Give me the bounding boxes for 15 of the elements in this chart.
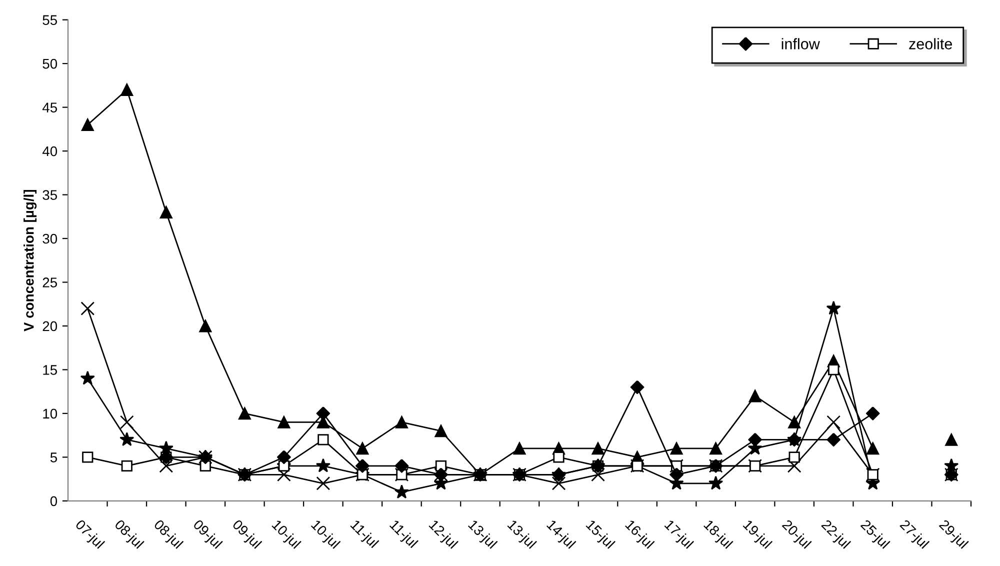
y-tick-label: 15 [43, 365, 58, 375]
legend-label: zeolite [909, 38, 952, 50]
y-tick-label: 25 [42, 278, 58, 288]
y-tick-label: 20 [42, 321, 58, 332]
legend-label: inflow [782, 38, 820, 50]
y-tick-label: 30 [42, 234, 58, 244]
y-tick-label: 10 [43, 408, 58, 419]
y-tick-label: 55 [42, 15, 58, 25]
y-tick-label: 50 [42, 58, 58, 69]
y-tick-label: 5 [50, 452, 57, 462]
y-axis-title: V concentration [µg/l] [24, 190, 37, 332]
y-tick-label: 40 [42, 146, 58, 156]
y-tick-label: 45 [42, 102, 58, 112]
y-tick-label: 35 [42, 190, 58, 200]
y-tick-label: 0 [50, 496, 58, 506]
